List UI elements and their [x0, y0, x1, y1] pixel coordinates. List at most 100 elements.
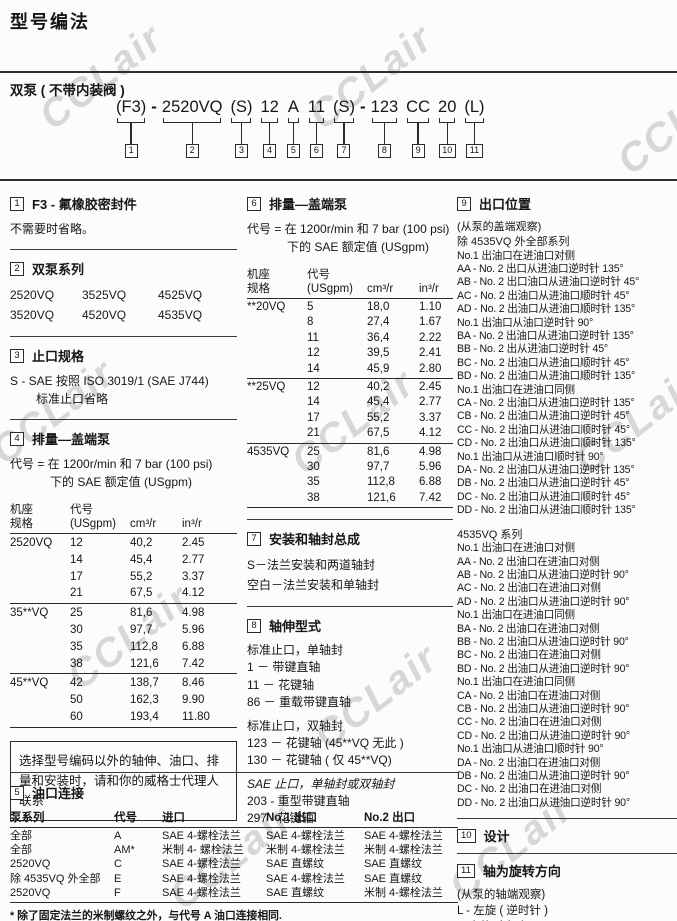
model-code-segment: 20 10 — [434, 97, 460, 158]
shaft-option: 123 － 花键轴 (45**VQ 无此 ) — [247, 735, 404, 750]
section-number-box: 2 — [10, 261, 24, 276]
bracket-line — [333, 118, 354, 123]
outlet-position-line: CD - No. 2 出油口从进油口逆时针 90° — [457, 729, 630, 742]
model-code-segment: (S) 3 — [226, 97, 256, 158]
model-code-segment: A 5 — [283, 97, 304, 158]
pump-series: 2520VQ — [10, 288, 55, 302]
displacement-table-cover-end: 机座 规格 代号 (USgpm) cm³/r in³/r **20VQ 5 18,… — [247, 268, 453, 509]
rating-note: 代号 = 在 1200r/min 和 7 bar (100 psi) — [247, 222, 450, 236]
table-row: **20VQ 5 18,0 1.10 — [247, 301, 442, 313]
divider — [10, 249, 237, 250]
table-row: 14 45,4 2.77 — [70, 553, 205, 566]
position-number-box: 9 — [411, 144, 425, 158]
page-title: 型号编法 — [10, 12, 90, 32]
outlet-position-line: No.1 出油口在进油口对侧 — [457, 542, 575, 555]
table-row: 35**VQ 25 81,6 4.98 — [10, 607, 205, 620]
bracket-line — [162, 118, 222, 123]
code-segment-text: 20 — [438, 98, 457, 116]
outlet-position-line: CB - No. 2 出油口从进油口逆时针 90° — [457, 703, 630, 715]
table-row: **25VQ 12 40,2 2.45 — [247, 381, 442, 394]
outlet-position-line: BA - No. 2 出油口从进油口逆时针 135° — [457, 329, 634, 342]
series-heading: 4535VQ 系列 — [457, 528, 523, 541]
col-header-series: 泵系列 — [10, 812, 45, 824]
section-10-title: 10 设计 — [457, 826, 677, 845]
connector-line — [417, 123, 419, 144]
watermark: CCLair — [609, 60, 677, 184]
connector-line — [315, 123, 318, 144]
outlet-position-line: AD - No. 2 出油口从进油口逆时针 90° — [457, 595, 630, 608]
outlet-position-line: AB - No. 2 出口油口从进油口逆时针 45° — [457, 276, 640, 289]
col-header-in3: in³/r — [419, 283, 439, 295]
connector-line — [130, 123, 132, 144]
position-number-box: 3 — [234, 144, 248, 158]
series-heading: 除 4535VQ 外全部系列 — [457, 236, 570, 248]
col-header-frame: 机座 — [247, 269, 270, 281]
left-column: 1 F3 - 氟橡胶密封件 不需要时省略。 2 双泵系列 2520VQ 3525V… — [10, 191, 237, 821]
table-row: 35 112,8 6.88 — [70, 640, 205, 653]
outlet-position-line: DC - No. 2 出油口在进油口对侧 — [457, 783, 602, 796]
code-segment-text: (S) — [332, 98, 355, 116]
shaft-option: 130 － 花键轴 ( 仅 45**VQ) — [247, 753, 392, 768]
frame-group: **20VQ 5 18,0 1.10 8 27,4 1.67 11 36,4 2.22 — [247, 299, 453, 380]
position-number-box: 5 — [286, 144, 300, 158]
port-connection-table: 泵系列 代号 进口 No.1 出口 No.2 出口 全部 A SAE 4-螺栓法兰… — [10, 809, 458, 904]
section-5-port-connection: 5 油口连接 泵系列 代号 进口 No.1 出口 No.2 出口 全部 A SAE… — [10, 772, 458, 921]
code-segment-text: 2520VQ — [161, 98, 223, 116]
rating-note: 下的 SAE 额定值 (USgpm) — [50, 475, 193, 489]
pump-series: 3520VQ — [10, 308, 55, 322]
outlet-position-line: CC - No. 2 出油口从进油口顺时针 45° — [457, 423, 630, 436]
bracket-line — [371, 118, 398, 123]
shaft-option: 11 － 花键轴 — [247, 677, 315, 692]
connector-line — [473, 123, 476, 144]
shaft-option: 297 - 花键轴 — [247, 811, 314, 826]
section-number-box: 1 — [10, 196, 24, 211]
bracket-line — [231, 118, 252, 123]
table-row: 21 67,5 4.12 — [307, 427, 442, 440]
outlet-position-line: AB - No. 2 出油口从进油口逆时针 90° — [457, 568, 629, 581]
table-row: 12 39,5 2.41 — [307, 347, 442, 360]
shaft-option-list: 123 － 花键轴 (45**VQ 无此 ) 130 － 花键轴 ( 仅 45**… — [247, 735, 453, 770]
outlet-position-line: DD - No. 2 出油口从进油口逆时针 90° — [457, 796, 630, 809]
section-number-box: 6 — [247, 196, 261, 211]
code-segment-text: (S) — [230, 98, 253, 116]
bracket-line — [465, 118, 484, 123]
shaft-option: 86 － 重载带键直轴 — [247, 695, 352, 710]
divider — [10, 336, 237, 337]
section-3-title: 3 止口规格 — [10, 346, 237, 365]
outlet-position-line: BB - No. 2 出从进油口逆时针 45° — [457, 343, 608, 356]
col-header-outlet1: No.1 出口 — [266, 812, 318, 824]
table-row: 14 45,9 2.80 — [307, 362, 442, 375]
code-segment-text: (F3) — [116, 98, 147, 116]
table-row: 35 112,8 6.88 — [307, 476, 442, 489]
pump-type-subtitle: 双泵 ( 不带内装阀 ) — [10, 83, 125, 98]
section-number-box: 7 — [247, 531, 261, 546]
table-row: 11 36,4 2.22 — [307, 331, 442, 344]
section-1-title: 1 F3 - 氟橡胶密封件 — [10, 194, 237, 213]
bracket-line — [407, 118, 430, 123]
section-2-title: 2 双泵系列 — [10, 259, 237, 278]
table-row: 50 162,3 9.90 — [70, 694, 205, 707]
pump-series-list: 2520VQ 3525VQ 4525VQ 3520VQ 4520VQ 4535VQ — [10, 285, 237, 325]
col-header-code: 代号 — [307, 269, 330, 281]
position-number-box: 4 — [263, 144, 277, 158]
table-row: 2520VQ 12 40,2 2.45 — [10, 537, 205, 549]
divider — [10, 419, 237, 420]
shaft-option-list: 1 － 带键直轴 11 － 花键轴 86 － 重载带键直轴 — [247, 659, 453, 712]
position-number-box: 8 — [377, 144, 391, 158]
table-row: 17 55,2 3.37 — [70, 570, 205, 583]
displacement-table-shaft-end: 机座 规格 代号 (USgpm) cm³/r in³/r 2520VQ 12 40… — [10, 503, 237, 728]
code-segment-text: (L) — [464, 98, 485, 116]
table-row: 2520VQ F SAE 4-螺栓法兰 SAE 直螺纹 米制 4-螺栓法兰 — [10, 886, 443, 899]
outlet-position-line: CD - No. 2 出油口从进油口顺时针 135° — [457, 437, 636, 450]
outlet-position-line: AC - No. 2 出油口从进油口顺时针 45° — [457, 289, 630, 302]
col-header-outlet2: No.2 出口 — [364, 812, 416, 824]
code-segment-text: CC — [406, 98, 431, 116]
pump-series: 4520VQ — [82, 308, 127, 322]
seal-option-line: 空白－法兰安装和单轴封 — [247, 578, 380, 593]
frame-group: 45**VQ 42 138,7 8.46 50 162,3 9.90 60 193,4… — [10, 674, 237, 726]
outlet-position-line: DA - No. 2 出油口在进油口对侧 — [457, 756, 601, 769]
spigot-spec-line: S - SAE 按照 ISO 3019/1 (SAE J744) — [10, 374, 209, 388]
shaft-group-heading: 标准止口，双轴封 — [247, 718, 344, 733]
section-number-box: 3 — [10, 348, 24, 363]
table-row: 30 97,7 5.96 — [70, 623, 205, 636]
